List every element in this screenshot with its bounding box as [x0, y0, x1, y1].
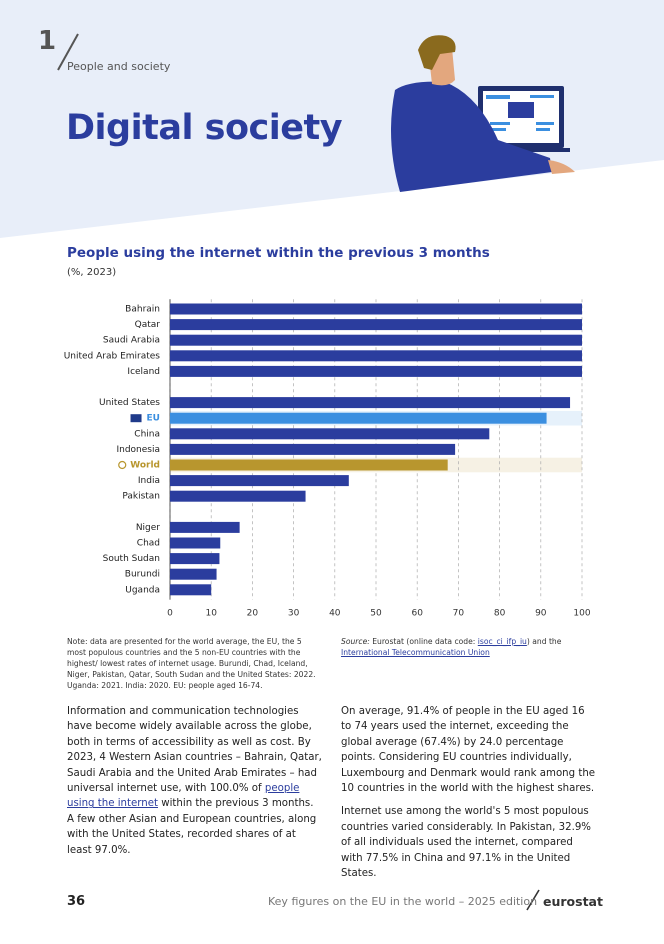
bar: [170, 365, 582, 377]
source-label: Source:: [341, 637, 370, 646]
y-tick-label: Saudi Arabia: [103, 336, 160, 346]
bar: [170, 334, 582, 346]
bar: [170, 568, 217, 580]
y-tick-label: Uganda: [125, 585, 160, 595]
y-tick-label: United Arab Emirates: [64, 351, 161, 361]
x-tick-label: 40: [329, 609, 341, 619]
chart-subtitle: (%, 2023): [67, 267, 117, 278]
source: Source: Eurostat (online data code: isoc…: [341, 636, 591, 658]
y-tick-label: Pakistan: [122, 492, 160, 502]
y-tick-label: South Sudan: [103, 554, 160, 564]
y-tick-label: Indonesia: [116, 445, 160, 455]
body-paragraph: Internet use among the world's 5 most po…: [341, 806, 591, 880]
bar: [170, 553, 220, 565]
y-tick-label: India: [138, 476, 160, 486]
y-tick-label: EU: [147, 414, 160, 424]
footer-slash: [526, 889, 540, 911]
brand: eurostat: [543, 894, 603, 909]
y-tick-label: China: [134, 429, 160, 439]
section-number: 1: [38, 26, 57, 56]
publication: Key figures on the EU in the world – 202…: [268, 895, 538, 908]
x-tick-label: 20: [247, 609, 259, 619]
source-link[interactable]: International Telecommunication Union: [341, 648, 490, 657]
bar: [170, 475, 349, 487]
bar: [170, 350, 582, 362]
note: Note: data are presented for the world a…: [67, 637, 316, 690]
source-code-link[interactable]: isoc_ci_ifp_iu: [477, 637, 527, 646]
chart-title: People using the internet within the pre…: [67, 245, 490, 261]
bar: [170, 459, 448, 471]
body-left: Information and communication technologi…: [67, 704, 323, 858]
bar: [170, 537, 221, 549]
x-tick-label: 70: [453, 609, 465, 619]
y-tick-label: World: [130, 461, 160, 471]
y-tick-label: Niger: [136, 523, 160, 533]
x-tick-label: 80: [494, 609, 506, 619]
x-tick-label: 60: [411, 609, 423, 619]
y-tick-label: Qatar: [135, 320, 161, 330]
section-slash: [57, 33, 79, 71]
page-number: 36: [67, 894, 86, 909]
body-text: within the previous 3 months. A few othe…: [67, 798, 317, 856]
bar: [170, 303, 582, 315]
x-tick-label: 10: [205, 609, 217, 619]
x-tick-label: 30: [288, 609, 300, 619]
source-text: ) and the: [526, 637, 562, 646]
bar: [170, 428, 490, 440]
flag-icon: [130, 414, 142, 423]
globe-icon: [118, 460, 127, 470]
y-tick-label: Chad: [137, 539, 160, 549]
bar: [170, 319, 582, 331]
y-tick-label: United States: [99, 398, 160, 408]
bar: [170, 443, 456, 455]
chart: 0 10 20 30 40 50 60 70 80 90 100 Bahrain Qatar Saudi …: [64, 299, 591, 619]
x-tick-label: 0: [167, 609, 173, 619]
illustration: [391, 35, 575, 192]
body-link[interactable]: people using the internet: [67, 783, 300, 810]
x-tick-label: 100: [573, 609, 590, 619]
y-tick-label: Iceland: [127, 367, 160, 377]
bar: [170, 584, 212, 596]
section-name: People and society: [67, 60, 171, 73]
y-tick-label: Burundi: [125, 570, 160, 580]
bar: [170, 521, 240, 533]
body-right: On average, 91.4% of people in the EU ag…: [341, 704, 597, 889]
y-tick-label: Bahrain: [125, 305, 160, 315]
bar: [170, 397, 571, 409]
source-text: Eurostat (online data code:: [372, 637, 476, 646]
x-tick-label: 90: [535, 609, 547, 619]
body-text: Information and communication technologi…: [67, 706, 322, 795]
x-tick-label: 50: [370, 609, 382, 619]
body-paragraph: On average, 91.4% of people in the EU ag…: [341, 706, 596, 795]
bar: [170, 490, 306, 502]
bar: [170, 412, 547, 424]
page-title: Digital society: [66, 108, 343, 148]
